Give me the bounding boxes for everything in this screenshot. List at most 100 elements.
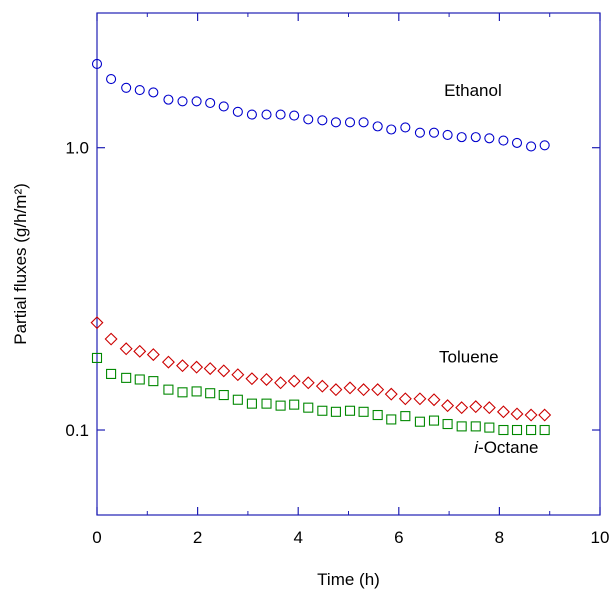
toluene-point [274, 376, 288, 390]
i-octane-point [344, 405, 356, 416]
toluene-point [315, 379, 329, 393]
x-axis-title: Time (h) [317, 570, 380, 589]
ethanol-point [91, 58, 103, 69]
toluene-point [413, 392, 427, 406]
y-tick-label: 0.1 [65, 421, 89, 440]
i-octane-point [289, 399, 300, 410]
i-octane-point [134, 374, 145, 385]
i-octane-point [498, 424, 509, 436]
i-octane-point [470, 421, 481, 432]
toluene-point [104, 332, 118, 346]
ethanol-point [498, 135, 509, 146]
i-octane-point [218, 389, 229, 401]
ethanol-point [191, 96, 202, 107]
i-octane-point [386, 414, 397, 425]
toluene-point [482, 401, 496, 415]
ethanol-point [289, 110, 300, 121]
x-tick-label: 0 [92, 528, 101, 547]
ethanol-point [456, 132, 467, 143]
ethanol-point [177, 96, 188, 107]
axis-tick-labels: 0 2 4 6 8 10 1.0 0.1 [65, 139, 609, 547]
x-tick-label: 8 [495, 528, 504, 547]
toluene-point [371, 383, 385, 397]
i-octane-point [246, 398, 257, 409]
ethanol-point [539, 140, 550, 151]
axis-ticks [96, 13, 601, 515]
toluene-point [496, 405, 510, 419]
toluene-point [343, 381, 357, 395]
x-tick-label: 2 [193, 528, 202, 547]
toluene-point [398, 392, 412, 406]
toluene-point [90, 316, 104, 330]
ethanol-point [386, 124, 397, 135]
toluene-point [384, 387, 398, 401]
i-octane-point [261, 398, 272, 409]
data-marks [90, 58, 552, 436]
ethanol-point [470, 132, 481, 143]
i-octane-point [428, 415, 440, 426]
i-octane-point [91, 352, 103, 363]
ethanol-point [442, 129, 453, 140]
ethanol-point [317, 115, 328, 126]
toluene-point [133, 344, 147, 358]
x-tick-label: 4 [293, 528, 302, 547]
ethanol-point [428, 127, 440, 138]
ethanol-point [232, 106, 243, 117]
ethanol-point [344, 117, 356, 128]
i-octane-point [177, 387, 188, 398]
toluene-point [260, 373, 273, 386]
x-tick-label: 6 [394, 528, 403, 547]
ethanol-point [484, 133, 495, 144]
toluene-point [119, 342, 133, 356]
ethanol-point [261, 109, 272, 120]
toluene-point [510, 407, 524, 421]
ethanol-point [246, 109, 257, 120]
y-axis-title: Partial fluxes (g/h/m²) [11, 183, 30, 345]
toluene-point [329, 383, 343, 397]
ethanol-point [134, 85, 145, 96]
toluene-point [301, 376, 315, 390]
ethanol-point [218, 101, 229, 112]
series-labels: Ethanol Toluene i-Octane [439, 81, 538, 457]
i-octane-point [330, 406, 341, 417]
i-octane-point [205, 388, 216, 399]
i-octane-point [163, 384, 174, 395]
x-tick-label: 10 [591, 528, 610, 547]
i-octane-point [539, 424, 550, 436]
toluene-point [146, 348, 160, 362]
i-octane-point [400, 411, 411, 422]
ethanol-point [400, 122, 411, 133]
toluene-point [161, 355, 175, 369]
i-octane-point [303, 402, 314, 413]
toluene-point [455, 401, 469, 415]
toluene-point [231, 368, 245, 382]
toluene-point [524, 408, 538, 422]
ethanol-label: Ethanol [444, 81, 502, 100]
toluene-point [469, 400, 483, 414]
i-octane-point [275, 400, 286, 411]
ethanol-point [303, 114, 314, 125]
i-octane-label: i-Octane [474, 438, 538, 457]
ethanol-point [414, 127, 425, 138]
i-octane-point [121, 372, 132, 383]
ethanol-point [275, 109, 286, 120]
i-octane-point [317, 405, 328, 416]
i-octane-point [484, 422, 495, 433]
i-octane-point [106, 368, 117, 379]
i-octane-point [191, 386, 202, 397]
i-octane-point [414, 416, 425, 427]
i-octane-point [358, 406, 369, 417]
toluene-point [190, 360, 204, 374]
i-octane-point [456, 421, 467, 432]
toluene-point [538, 408, 552, 422]
y-tick-label: 1.0 [65, 139, 89, 158]
toluene-label: Toluene [439, 348, 499, 367]
toluene-point [245, 372, 259, 386]
i-octane-point [442, 418, 453, 430]
ethanol-point [163, 94, 174, 105]
toluene-point [217, 364, 231, 378]
toluene-point [176, 359, 189, 373]
ethanol-point [358, 117, 369, 128]
toluene-point [427, 393, 441, 407]
